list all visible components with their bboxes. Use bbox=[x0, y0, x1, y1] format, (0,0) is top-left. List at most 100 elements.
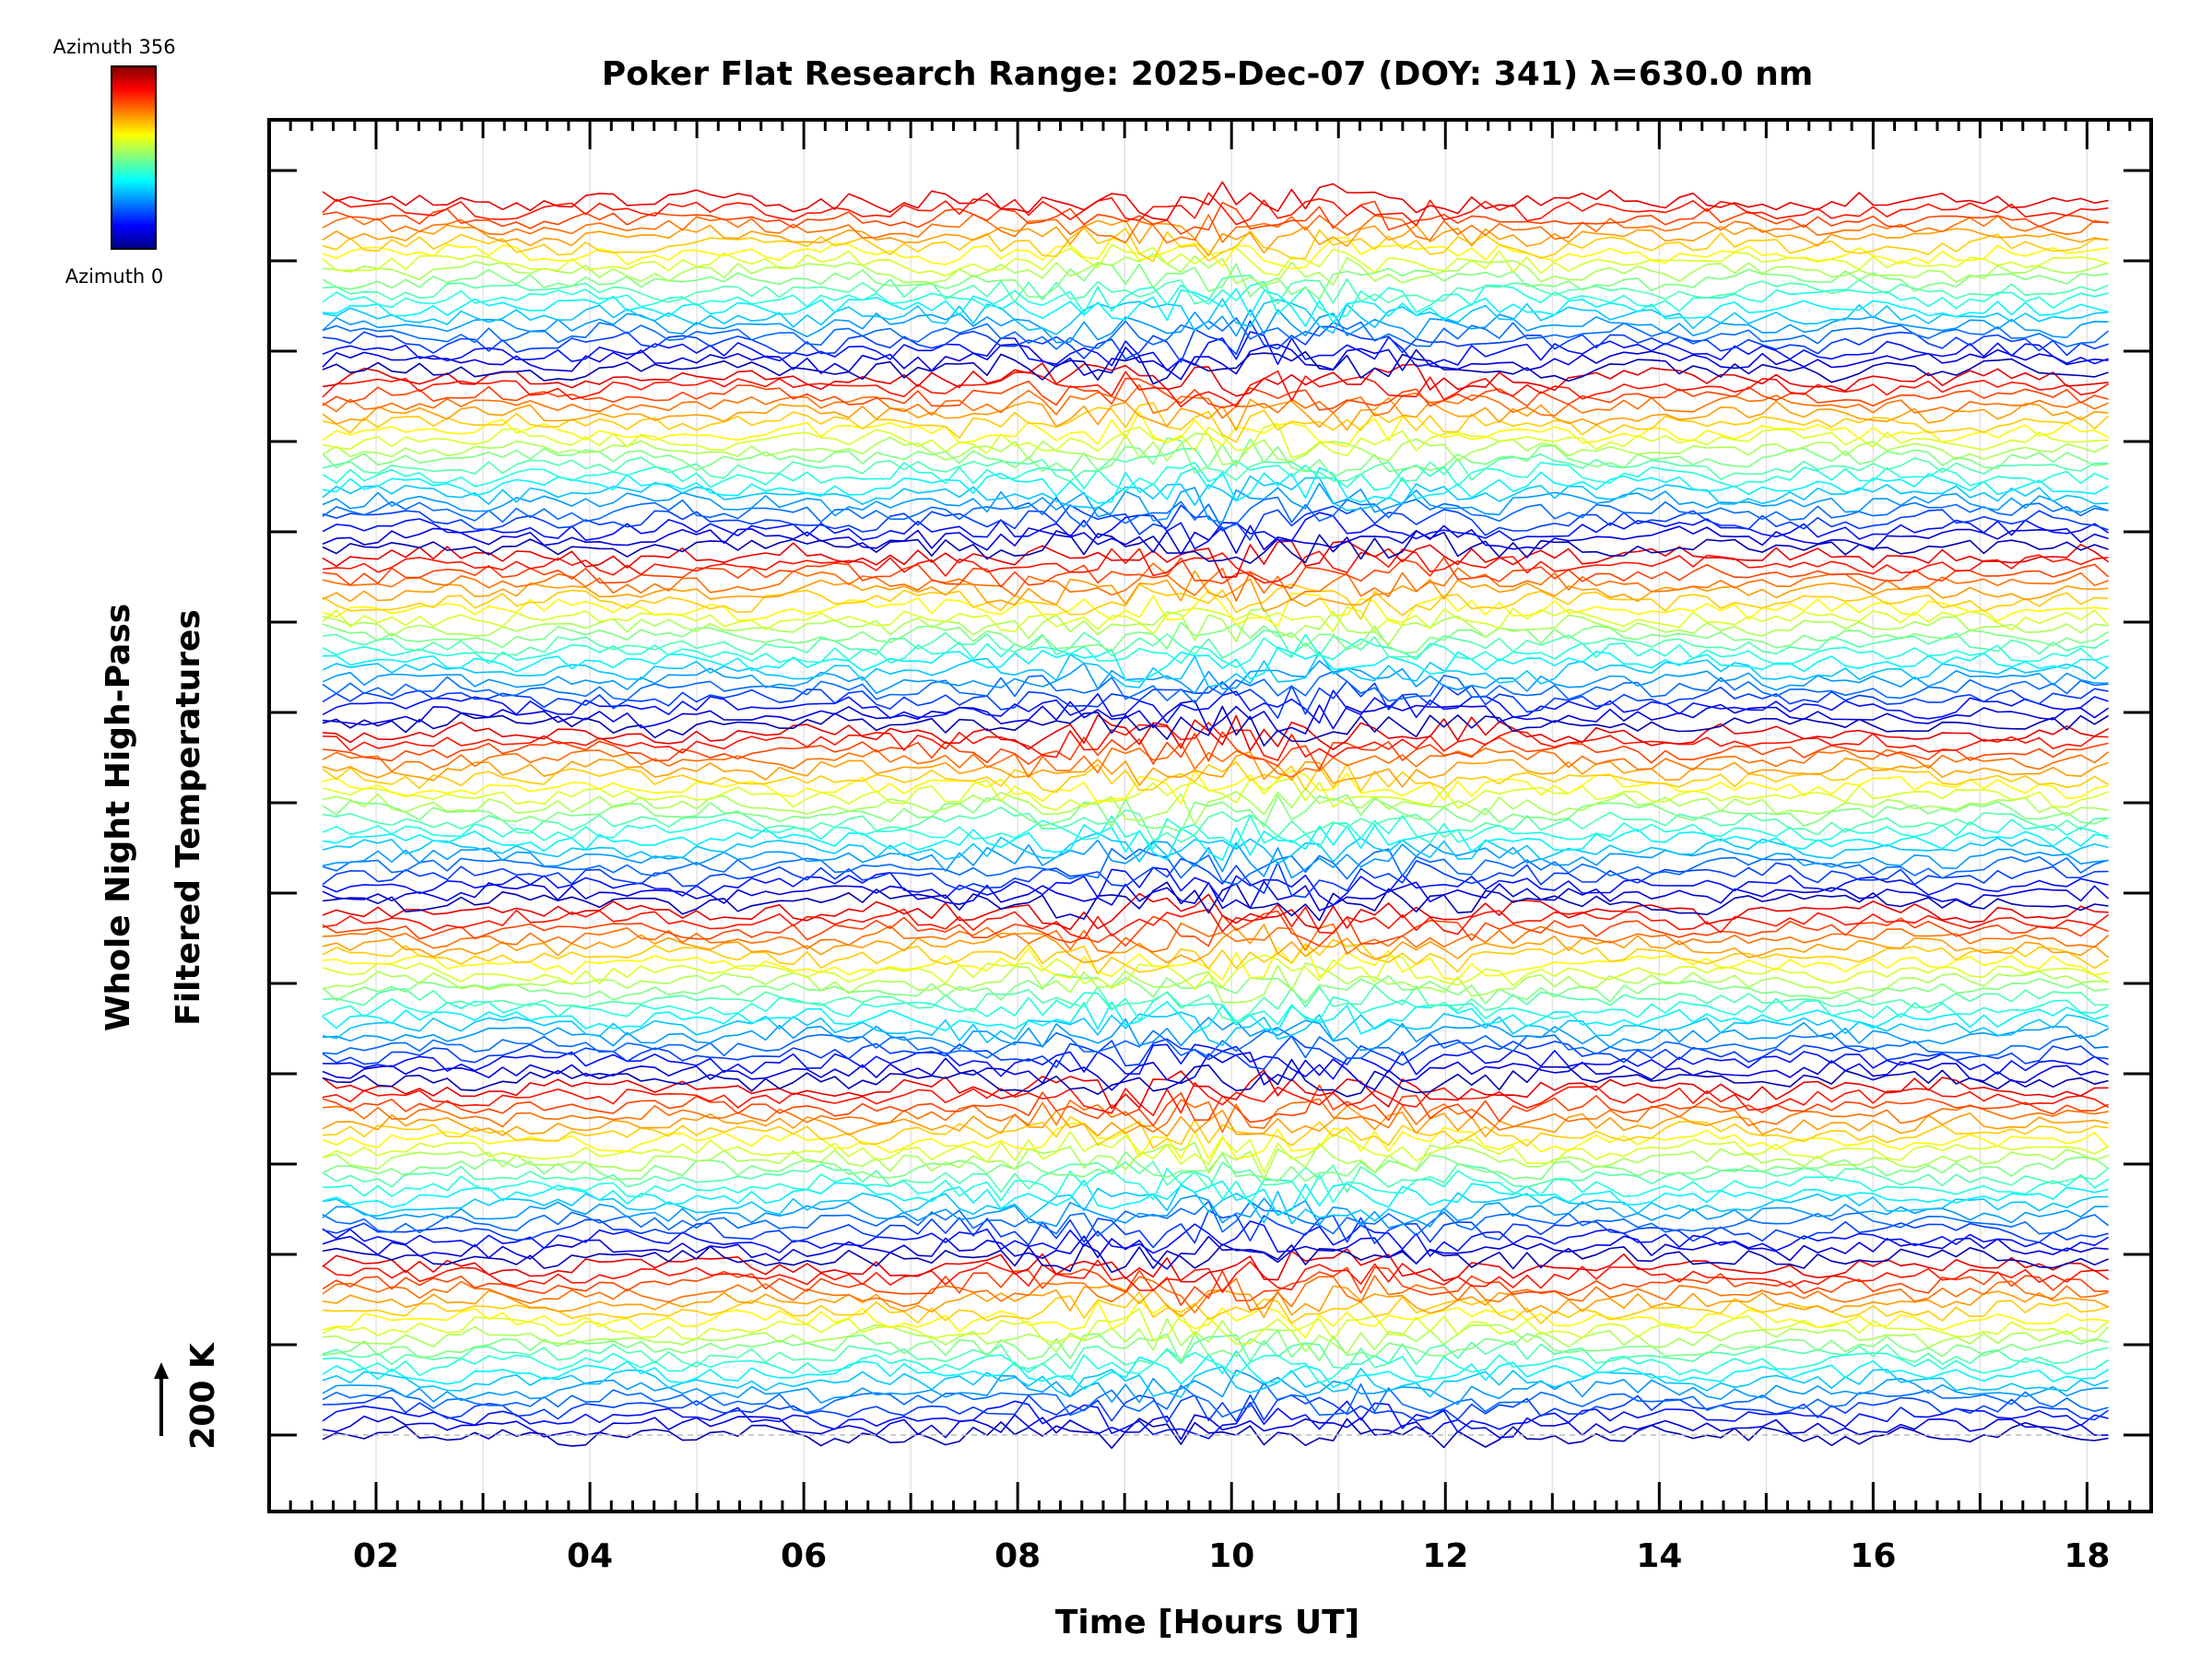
trace-59 bbox=[322, 892, 2109, 931]
trace-71 bbox=[322, 787, 2109, 826]
trace-99 bbox=[322, 540, 2110, 579]
trace-72 bbox=[322, 777, 2109, 811]
trace-2 bbox=[322, 1400, 2109, 1440]
x-tick-label-14: 14 bbox=[1636, 1537, 1682, 1575]
trace-127 bbox=[322, 288, 2109, 327]
trace-70 bbox=[322, 794, 2109, 833]
colorbar-gradient bbox=[111, 65, 157, 250]
trace-124 bbox=[322, 317, 2110, 350]
colorbar: Azimuth 356 Azimuth 0 bbox=[53, 36, 175, 288]
x-tick-label-04: 04 bbox=[567, 1537, 613, 1575]
trace-104 bbox=[322, 496, 2109, 530]
trace-27 bbox=[322, 1179, 2109, 1216]
trace-103 bbox=[322, 504, 2109, 541]
trace-17 bbox=[322, 1266, 2109, 1306]
trace-53 bbox=[322, 944, 2109, 982]
trace-120 bbox=[322, 350, 2109, 385]
trace-78 bbox=[322, 722, 2109, 761]
trace-47 bbox=[322, 1001, 2109, 1035]
trace-3 bbox=[322, 1394, 2110, 1423]
trace-15 bbox=[322, 1284, 2109, 1318]
trace-65 bbox=[322, 839, 2109, 879]
trace-6 bbox=[322, 1366, 2109, 1398]
trace-134 bbox=[322, 227, 2109, 263]
trace-92 bbox=[322, 606, 2110, 635]
trace-94 bbox=[322, 582, 2109, 620]
trace-39 bbox=[322, 1069, 2109, 1110]
x-axis-label: Time [Hours UT] bbox=[1055, 1604, 1359, 1641]
trace-139 bbox=[322, 181, 2109, 221]
trace-61 bbox=[322, 880, 2110, 912]
trace-107 bbox=[322, 466, 2109, 504]
trace-31 bbox=[322, 1141, 2109, 1181]
trace-118 bbox=[322, 370, 2110, 408]
trace-51 bbox=[322, 962, 2109, 1004]
trace-97 bbox=[322, 557, 2110, 589]
trace-116 bbox=[322, 383, 2109, 419]
trace-37 bbox=[322, 1084, 2109, 1127]
trace-20 bbox=[322, 1243, 2109, 1274]
trace-128 bbox=[322, 280, 2109, 318]
trace-81 bbox=[322, 700, 2110, 735]
trace-106 bbox=[322, 475, 2109, 512]
temperature-traces bbox=[322, 181, 2110, 1449]
trace-75 bbox=[322, 750, 2109, 788]
trace-132 bbox=[322, 243, 2109, 277]
trace-83 bbox=[322, 680, 2109, 719]
trace-23 bbox=[322, 1209, 2109, 1249]
trace-95 bbox=[322, 570, 2109, 613]
trace-48 bbox=[322, 991, 2109, 1026]
trace-117 bbox=[322, 377, 2109, 411]
scale-arrow-head bbox=[154, 1362, 169, 1379]
trace-86 bbox=[322, 651, 2110, 688]
y-axis-label-line2: Filtered Temperatures bbox=[170, 609, 207, 1026]
trace-4 bbox=[322, 1382, 2109, 1418]
trace-88 bbox=[322, 633, 2109, 668]
trace-98 bbox=[322, 547, 2109, 584]
trace-73 bbox=[322, 770, 2109, 805]
trace-84 bbox=[322, 670, 2109, 704]
trace-32 bbox=[322, 1131, 2109, 1174]
trace-62 bbox=[322, 866, 2109, 906]
x-tick-labels: 02 04 06 08 10 12 14 16 18 bbox=[353, 1537, 2110, 1575]
trace-77 bbox=[322, 731, 2109, 771]
x-tick-label-12: 12 bbox=[1422, 1537, 1468, 1575]
trace-125 bbox=[322, 309, 2109, 344]
trace-7 bbox=[322, 1350, 2110, 1391]
trace-122 bbox=[322, 331, 2109, 371]
x-tick-label-18: 18 bbox=[2064, 1537, 2110, 1575]
trace-64 bbox=[322, 847, 2109, 886]
trace-41 bbox=[322, 1052, 2109, 1091]
x-tick-label-06: 06 bbox=[781, 1537, 827, 1575]
scale-indicator: 200 K bbox=[154, 1342, 222, 1450]
trace-115 bbox=[322, 396, 2109, 431]
trace-46 bbox=[322, 1011, 2109, 1046]
trace-112 bbox=[322, 422, 2109, 459]
x-tick-label-02: 02 bbox=[353, 1537, 399, 1575]
trace-16 bbox=[322, 1275, 2109, 1313]
trace-110 bbox=[322, 437, 2109, 478]
trace-121 bbox=[322, 343, 2109, 381]
trace-58 bbox=[322, 903, 2110, 940]
trace-87 bbox=[322, 646, 2110, 683]
trace-109 bbox=[322, 447, 2109, 483]
trace-57 bbox=[322, 910, 2109, 947]
trace-28 bbox=[322, 1168, 2110, 1206]
x-tick-label-10: 10 bbox=[1208, 1537, 1254, 1575]
trace-52 bbox=[322, 954, 2109, 990]
trace-138 bbox=[322, 192, 2109, 227]
x-tick-label-08: 08 bbox=[994, 1537, 1041, 1575]
trace-89 bbox=[322, 629, 2110, 659]
trace-9 bbox=[322, 1334, 2109, 1370]
trace-130 bbox=[322, 263, 2109, 300]
trace-126 bbox=[322, 298, 2109, 335]
axis-ticks bbox=[267, 120, 2153, 1512]
trace-69 bbox=[322, 806, 2109, 843]
trace-50 bbox=[322, 973, 2109, 1005]
trace-60 bbox=[322, 881, 2109, 922]
trace-119 bbox=[322, 362, 2109, 397]
trace-76 bbox=[322, 742, 2110, 779]
trace-79 bbox=[322, 714, 2109, 752]
trace-55 bbox=[322, 924, 2110, 964]
